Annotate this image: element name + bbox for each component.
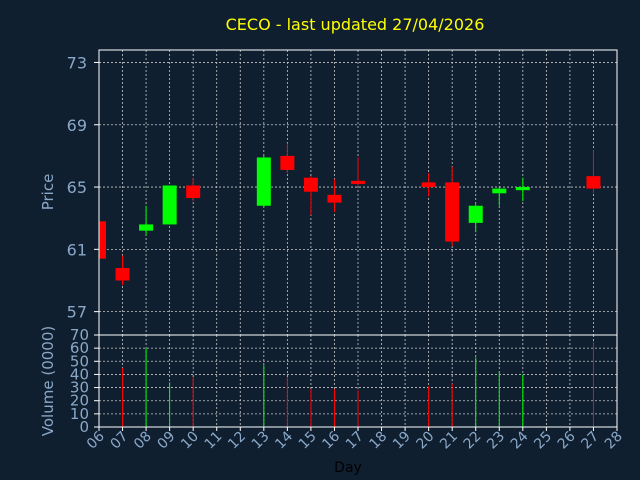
candle-body bbox=[351, 180, 365, 184]
day-tick-label: 11 bbox=[202, 429, 226, 453]
price-tick-label: 73 bbox=[67, 53, 87, 72]
candle-body bbox=[445, 182, 460, 242]
day-tick-label: 18 bbox=[366, 429, 390, 453]
candle-body bbox=[115, 268, 130, 281]
candle-body bbox=[468, 205, 483, 223]
day-tick-label: 14 bbox=[272, 428, 296, 452]
chart-title: CECO - last updated 27/04/2026 bbox=[226, 15, 485, 34]
candle-body bbox=[586, 176, 601, 189]
price-axis-label: Price bbox=[39, 174, 57, 211]
candle-body bbox=[280, 155, 295, 170]
volume-tick-label: 30 bbox=[70, 379, 89, 397]
candle-body bbox=[162, 185, 177, 225]
price-frame bbox=[98, 49, 618, 336]
candle-body bbox=[421, 182, 436, 188]
volume-tick-label: 70 bbox=[70, 326, 89, 344]
price-tick-label: 69 bbox=[67, 116, 87, 135]
day-tick-label: 16 bbox=[319, 428, 343, 452]
candle-body bbox=[515, 187, 530, 191]
day-tick-label: 25 bbox=[531, 429, 555, 453]
day-tick-label: 27 bbox=[578, 429, 602, 453]
day-tick-label: 23 bbox=[484, 429, 508, 453]
day-tick-label: 28 bbox=[602, 429, 626, 453]
day-label-bg bbox=[328, 458, 368, 476]
day-tick-label: 08 bbox=[131, 429, 155, 453]
day-tick-label: 15 bbox=[296, 429, 320, 453]
day-tick-label: 13 bbox=[249, 429, 273, 453]
volume-tick-label: 50 bbox=[70, 352, 89, 370]
day-tick-label: 20 bbox=[414, 429, 438, 453]
day-tick-label: 26 bbox=[555, 428, 579, 452]
volume-tick-label: 20 bbox=[70, 392, 89, 410]
price-tick-label: 61 bbox=[67, 240, 87, 259]
day-tick-label: 07 bbox=[107, 429, 131, 453]
day-tick-label: 12 bbox=[225, 429, 249, 453]
day-tick-label: 19 bbox=[390, 429, 414, 453]
volume-frame bbox=[98, 334, 618, 428]
candle-body bbox=[327, 194, 342, 203]
day-tick-label: 09 bbox=[155, 429, 179, 453]
candle-body bbox=[303, 177, 318, 192]
volume-axis-label: Volume (0000) bbox=[39, 326, 57, 436]
candle-body bbox=[256, 157, 271, 206]
volume-tick-label: 0 bbox=[79, 418, 89, 436]
candle-body bbox=[186, 185, 201, 198]
day-tick-label: 24 bbox=[508, 428, 532, 452]
candle-body bbox=[139, 224, 154, 231]
price-tick-label: 57 bbox=[67, 303, 87, 322]
day-axis-label: Day bbox=[334, 460, 362, 476]
day-tick-label: 22 bbox=[461, 429, 485, 453]
candle-body bbox=[492, 188, 507, 194]
day-tick-label: 21 bbox=[437, 429, 461, 453]
day-tick-label: 10 bbox=[178, 429, 202, 453]
price-tick-label: 65 bbox=[67, 178, 87, 197]
day-tick-label: 17 bbox=[343, 429, 367, 453]
candle-body bbox=[99, 221, 106, 259]
volume-tick-label: 60 bbox=[70, 339, 89, 357]
price-panel: 73 69 65 61 57 bbox=[67, 49, 618, 336]
volume-tick-label: 10 bbox=[70, 405, 89, 423]
volume-tick-label: 40 bbox=[70, 365, 89, 383]
